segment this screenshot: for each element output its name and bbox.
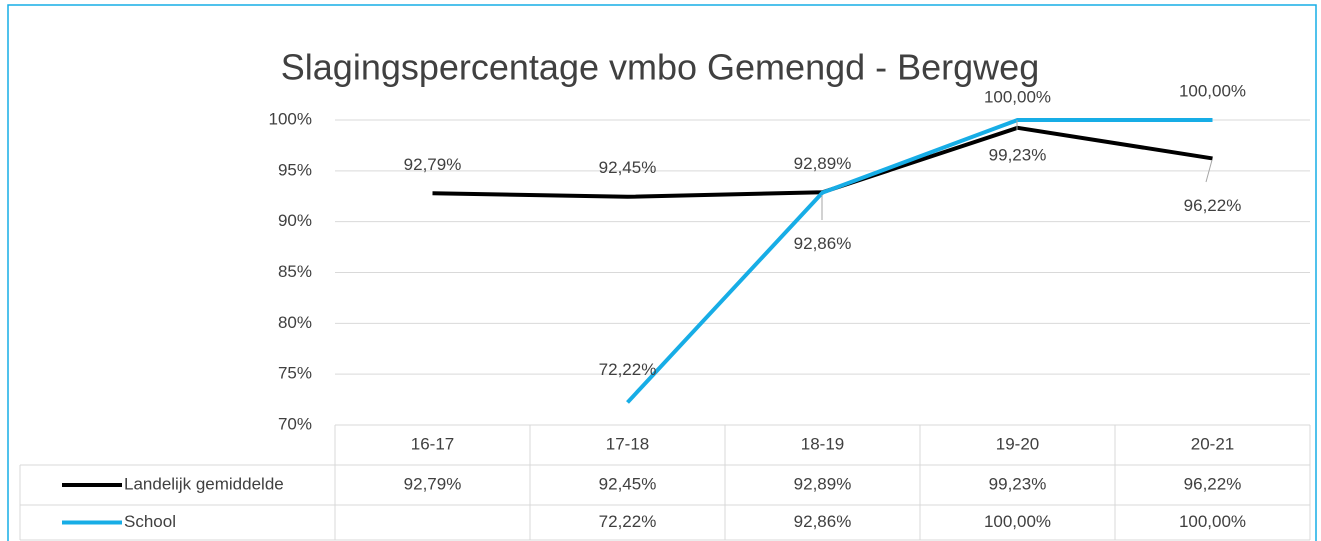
leader-line <box>1205 159 1213 183</box>
table-cell: 100,00% <box>984 512 1051 531</box>
x-tick-label: 20-21 <box>1191 434 1234 453</box>
table-cell: 96,22% <box>1184 474 1242 493</box>
legend-label: Landelijk gemiddelde <box>124 474 284 493</box>
table-cell: 92,89% <box>794 474 852 493</box>
series-line <box>626 118 1213 404</box>
data-label: 92,79% <box>404 155 462 174</box>
data-label: 92,89% <box>794 154 852 173</box>
data-label: 92,86% <box>794 234 852 253</box>
x-tick-label: 19-20 <box>996 434 1039 453</box>
table-cell: 72,22% <box>599 512 657 531</box>
data-label: 92,45% <box>599 158 657 177</box>
y-tick-label: 90% <box>278 211 312 230</box>
data-label: 72,22% <box>599 360 657 379</box>
x-tick-label: 16-17 <box>411 434 454 453</box>
y-tick-label: 85% <box>278 262 312 281</box>
table-cell: 92,45% <box>599 474 657 493</box>
frame <box>7 4 1317 541</box>
data-label: 100,00% <box>984 87 1051 106</box>
x-tick-label: 17-18 <box>606 434 649 453</box>
table-cell: 99,23% <box>989 474 1047 493</box>
data-label: 100,00% <box>1179 81 1246 100</box>
table-cell: 100,00% <box>1179 512 1246 531</box>
legend-label: School <box>124 512 176 531</box>
chart-title: Slagingspercentage vmbo Gemengd - Bergwe… <box>281 47 1039 88</box>
data-label: 99,23% <box>989 145 1047 164</box>
table-cell: 92,86% <box>794 512 852 531</box>
y-tick-label: 70% <box>278 414 312 433</box>
y-tick-label: 95% <box>278 160 312 179</box>
table-cell: 92,79% <box>404 474 462 493</box>
y-tick-label: 75% <box>278 364 312 383</box>
y-tick-label: 100% <box>269 109 312 128</box>
x-tick-label: 18-19 <box>801 434 844 453</box>
y-tick-label: 80% <box>278 313 312 332</box>
data-label: 96,22% <box>1184 196 1242 215</box>
